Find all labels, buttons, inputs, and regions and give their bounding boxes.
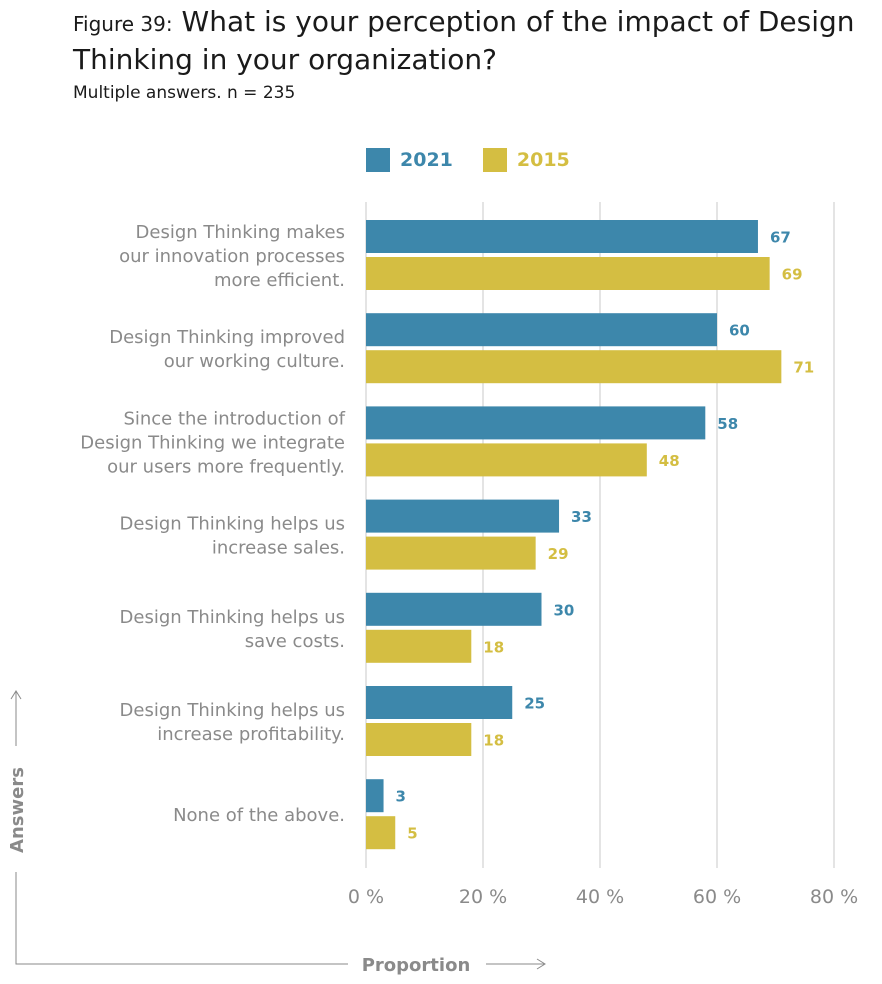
data-label: 67 bbox=[770, 229, 791, 247]
legend-label-2015: 2015 bbox=[516, 149, 570, 171]
x-axis-arrow-head bbox=[536, 958, 546, 970]
legend-item-2021: 2021 bbox=[366, 148, 453, 172]
category-label: Design Thinking helps us increase profita… bbox=[120, 700, 345, 745]
bar bbox=[366, 723, 472, 756]
x-tick-label: 0 % bbox=[348, 886, 384, 908]
bar bbox=[366, 257, 770, 290]
data-label: 58 bbox=[717, 415, 738, 433]
bar bbox=[366, 536, 536, 570]
category-label: Design Thinking helps us increase sales. bbox=[120, 514, 345, 559]
data-label: 60 bbox=[729, 322, 750, 340]
bar bbox=[366, 443, 647, 477]
bar bbox=[366, 779, 384, 813]
title-block: Figure 39: What is your perception of th… bbox=[73, 4, 863, 78]
bar bbox=[366, 220, 758, 253]
legend-label-2021: 2021 bbox=[400, 149, 453, 171]
bar bbox=[366, 499, 560, 533]
y-axis-arrow-head bbox=[10, 690, 22, 700]
category-label: Design Thinking improved our working cult… bbox=[109, 327, 345, 372]
data-label: 18 bbox=[483, 638, 504, 656]
title-text: What is your perception of the impact of… bbox=[73, 5, 855, 76]
x-tick-label: 80 % bbox=[810, 886, 858, 908]
bar bbox=[366, 592, 542, 626]
x-tick-label: 20 % bbox=[459, 886, 507, 908]
chart-subtitle: Multiple answers. n = 235 bbox=[73, 83, 296, 103]
chart-title: Figure 39: What is your perception of th… bbox=[73, 4, 863, 78]
legend-swatch-2015 bbox=[482, 148, 507, 172]
legend-item-2015: 2015 bbox=[482, 148, 570, 172]
bar bbox=[366, 350, 782, 384]
category-label: Design Thinking helps us save costs. bbox=[120, 607, 345, 652]
bar bbox=[366, 629, 472, 663]
bar bbox=[366, 816, 396, 850]
x-tick-label: 60 % bbox=[693, 886, 741, 908]
bar bbox=[366, 686, 513, 719]
data-label: 69 bbox=[782, 266, 803, 284]
data-label: 30 bbox=[554, 601, 575, 619]
category-label: None of the above. bbox=[173, 805, 345, 826]
data-label: 48 bbox=[659, 452, 680, 470]
data-label: 3 bbox=[396, 788, 406, 806]
data-label: 29 bbox=[548, 545, 569, 563]
category-label: Since the introduction of Design Thinking… bbox=[80, 408, 345, 477]
legend: 2021 2015 bbox=[366, 148, 600, 172]
data-label: 25 bbox=[524, 695, 545, 713]
x-tick-label: 40 % bbox=[576, 886, 624, 908]
figure-label: Figure 39: bbox=[73, 12, 173, 36]
data-label: 33 bbox=[571, 508, 592, 526]
y-axis-title: Answers bbox=[7, 767, 28, 853]
bar bbox=[366, 313, 717, 347]
bar bbox=[366, 406, 706, 440]
legend-swatch-2021 bbox=[366, 148, 390, 172]
axis-corner-line bbox=[15, 872, 348, 965]
data-label: 18 bbox=[483, 732, 504, 750]
data-label: 71 bbox=[793, 359, 814, 377]
data-label: 5 bbox=[407, 825, 417, 843]
category-label: Design Thinking makes our innovation proc… bbox=[119, 222, 345, 291]
x-axis-title: Proportion bbox=[362, 955, 471, 976]
